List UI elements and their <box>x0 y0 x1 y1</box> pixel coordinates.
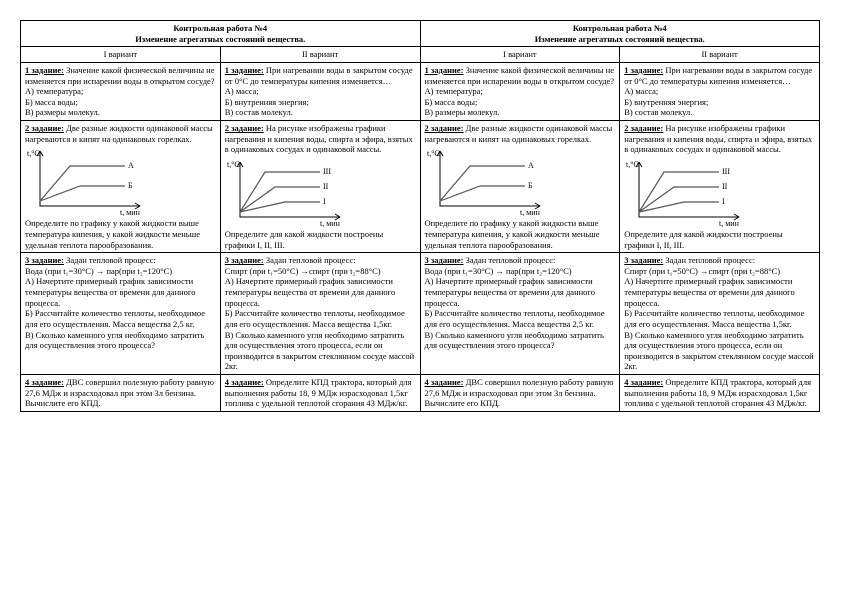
task3-v2-a: 3 задание: Задан тепловой процесс: Спирт… <box>220 253 420 375</box>
svg-text:Б: Б <box>528 181 533 190</box>
title-line2: Изменение агрегатных состояний вещества. <box>135 34 305 44</box>
task1-v1-a: 1 задание: Значение какой физической вел… <box>21 62 221 120</box>
task3-v2-b: 3 задание: Задан тепловой процесс: Спирт… <box>620 253 820 375</box>
svg-text:t,°C: t,°C <box>227 160 240 169</box>
svg-text:А: А <box>528 161 534 170</box>
svg-text:t,°C: t,°C <box>427 149 440 158</box>
task1-v2-b: 1 задание: При нагревании воды в закрыто… <box>620 62 820 120</box>
svg-text:t,°C: t,°C <box>27 149 40 158</box>
task3-v1-b: 3 задание: Задан тепловой процесс: Вода … <box>420 253 620 375</box>
svg-text:t, мин: t, мин <box>120 208 141 216</box>
task2-v1-a: 2 задание: Две разные жидкости одинаково… <box>21 121 221 253</box>
svg-text:Б: Б <box>128 181 133 190</box>
title-line2-r: Изменение агрегатных состояний вещества. <box>535 34 705 44</box>
task4-v1-b: 4 задание: ДВС совершил полезную работу … <box>420 375 620 412</box>
variant-1a: I вариант <box>21 47 221 63</box>
svg-text:III: III <box>722 167 730 176</box>
variant-1b: I вариант <box>420 47 620 63</box>
graph-3lines: t,°C t, мин III II I <box>225 157 345 227</box>
title-line1: Контрольная работа №4 <box>173 23 267 33</box>
task1-v2-a: 1 задание: При нагревании воды в закрыто… <box>220 62 420 120</box>
task2-v2-a: 2 задание: На рисунке изображены графики… <box>220 121 420 253</box>
svg-text:t,°C: t,°C <box>626 160 639 169</box>
title-right: Контрольная работа №4 Изменение агрегатн… <box>420 21 820 47</box>
task2-v2-b: 2 задание: На рисунке изображены графики… <box>620 121 820 253</box>
title-line1-r: Контрольная работа №4 <box>573 23 667 33</box>
task3-v1-a: 3 задание: Задан тепловой процесс: Вода … <box>21 253 221 375</box>
variant-2a: II вариант <box>220 47 420 63</box>
svg-text:t, мин: t, мин <box>320 219 341 227</box>
svg-text:II: II <box>722 182 728 191</box>
task2-v1-b: 2 задание: Две разные жидкости одинаково… <box>420 121 620 253</box>
task4-v2-a: 4 задание: Определите КПД трактора, кото… <box>220 375 420 412</box>
svg-text:I: I <box>323 197 326 206</box>
svg-text:III: III <box>323 167 331 176</box>
variant-2b: II вариант <box>620 47 820 63</box>
graph-3lines-b: t,°C t, мин III II I <box>624 157 744 227</box>
svg-text:t, мин: t, мин <box>520 208 541 216</box>
graph-2lines: t,°C t, мин А Б <box>25 146 145 216</box>
task4-v2-b: 4 задание: Определите КПД трактора, кото… <box>620 375 820 412</box>
title-left: Контрольная работа №4 Изменение агрегатн… <box>21 21 421 47</box>
svg-text:t, мин: t, мин <box>719 219 740 227</box>
task4-v1-a: 4 задание: ДВС совершил полезную работу … <box>21 375 221 412</box>
task1-v1-b: 1 задание: Значение какой физической вел… <box>420 62 620 120</box>
svg-text:I: I <box>722 197 725 206</box>
svg-text:А: А <box>128 161 134 170</box>
svg-text:II: II <box>323 182 329 191</box>
worksheet-table: Контрольная работа №4 Изменение агрегатн… <box>20 20 820 412</box>
graph-2lines-b: t,°C t, мин А Б <box>425 146 545 216</box>
